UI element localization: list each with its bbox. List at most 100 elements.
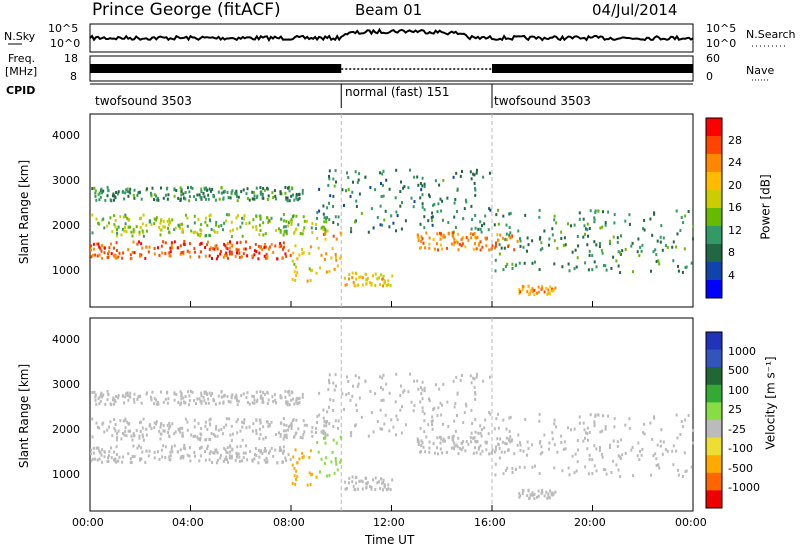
power-pixel (206, 240, 209, 244)
power-pixel (616, 240, 619, 244)
velocity-pixel (551, 491, 554, 495)
nsearch-tick-bottom: 10^0 (706, 37, 737, 50)
power-pixel (684, 214, 687, 218)
power-pixel (534, 260, 536, 264)
power-pixel (145, 229, 148, 233)
power-pixel (206, 243, 209, 247)
velocity-pixel (457, 452, 460, 456)
power-pixel (438, 231, 441, 235)
power-pixel (637, 237, 640, 241)
power-pixel (169, 250, 172, 254)
velocity-pixel (261, 452, 264, 455)
power-pixel (125, 188, 128, 192)
power-pixel (133, 196, 136, 200)
power-pixel (508, 212, 511, 216)
velocity-pixel (262, 391, 265, 394)
velocity-pixel (236, 452, 239, 456)
power-pixel (641, 243, 644, 247)
noise-sky-line (89, 27, 694, 42)
velocity-pixel (225, 458, 228, 461)
power-pixel (225, 213, 228, 217)
power-pixel (193, 221, 196, 225)
power-pixel (315, 223, 318, 226)
power-pixel (302, 251, 305, 255)
power-pixel (553, 262, 556, 266)
colorbar-segment (706, 280, 722, 299)
velocity-pixel (469, 436, 472, 440)
velocity-pixel (651, 437, 654, 441)
power-pixel (270, 216, 273, 220)
power-pixel (142, 231, 145, 235)
velocity-pixel (400, 384, 402, 388)
power-pixel (246, 197, 249, 200)
velocity-pixel (507, 449, 510, 452)
velocity-pixel (643, 422, 646, 426)
power-pixel (249, 246, 252, 250)
power-pixel (236, 227, 239, 231)
power-pixel (241, 255, 243, 259)
velocity-pixel (220, 390, 223, 394)
power-pixel (421, 176, 424, 180)
power-pixel (254, 249, 256, 253)
power-pixel (198, 255, 201, 259)
velocity-pixel (101, 460, 104, 464)
velocity-pixel (189, 459, 192, 463)
power-pixel (111, 230, 114, 234)
power-pixel (231, 228, 234, 232)
power-pixel (380, 182, 382, 185)
velocity-pixel (264, 449, 267, 453)
velocity-pixel (124, 426, 127, 430)
velocity-pixel (464, 402, 467, 406)
velocity-pixel (538, 412, 541, 416)
power-pixel (555, 221, 557, 225)
power-pixel (279, 230, 282, 234)
velocity-pixel (326, 433, 329, 437)
power-pixel (290, 186, 293, 190)
power-pixel (419, 222, 422, 226)
power-pixel (682, 221, 685, 225)
power-pixel (500, 246, 503, 250)
velocity-pixel (110, 456, 113, 460)
power-pixel (238, 255, 241, 259)
velocity-pixel (597, 413, 600, 417)
velocity-pixel (258, 437, 261, 441)
velocity-pixel (333, 388, 336, 392)
velocity-pixel (158, 429, 161, 433)
power-pixel (98, 222, 101, 226)
power-pixel (104, 198, 107, 202)
power-pixel (379, 204, 382, 208)
velocity-pixel (354, 475, 357, 479)
power-pixel (610, 267, 613, 270)
power-pixel (183, 196, 185, 200)
power-pixel (401, 201, 403, 205)
noise-traces (8, 27, 788, 47)
power-pixel (264, 243, 266, 246)
velocity-pixel (598, 449, 601, 453)
power-pixel (588, 253, 591, 257)
velocity-pixel (387, 483, 390, 487)
power-pixel (290, 223, 293, 226)
power-pixel (461, 242, 464, 246)
cpid-segment-3: twofsound 3503 (494, 94, 591, 108)
power-pixel (200, 197, 203, 201)
velocity-pixel (114, 457, 116, 461)
power-pixel (607, 210, 610, 214)
velocity-pixel (198, 459, 201, 463)
velocity-pixel (208, 437, 211, 441)
velocity-pixel (450, 446, 453, 450)
power-pixel (613, 221, 616, 225)
velocity-pixel (147, 454, 150, 458)
velocity-pixel (175, 393, 178, 396)
power-pixel (601, 251, 604, 255)
power-pixel (177, 196, 180, 200)
power-pixel (107, 250, 110, 254)
power-pixel (103, 226, 106, 230)
power-pixel (121, 256, 124, 260)
velocity-pixel (472, 376, 475, 380)
power-pixel (258, 251, 261, 255)
power-pixel (289, 219, 292, 223)
velocity-pixel (351, 475, 354, 479)
power-pixel (169, 246, 172, 250)
velocity-pixel (382, 481, 385, 485)
power-pixel (241, 234, 244, 238)
